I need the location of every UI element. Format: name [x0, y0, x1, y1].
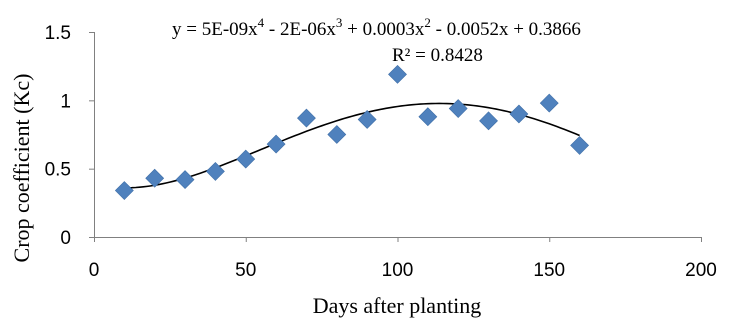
x-axis-title: Days after planting — [313, 293, 482, 318]
data-point — [145, 168, 165, 188]
data-point — [448, 99, 468, 118]
x-tick-label: 100 — [382, 260, 414, 281]
data-point — [357, 110, 377, 129]
data-point — [266, 134, 286, 154]
tick-labels: 0 50 100 150 200 0 0.5 1 1.5 — [45, 23, 717, 281]
data-point — [175, 170, 195, 190]
data-point — [418, 107, 438, 127]
data-point — [570, 136, 590, 155]
r-squared-label: R² = 0.8428 — [392, 45, 483, 66]
y-tick-label: 1 — [60, 91, 71, 112]
data-point — [236, 149, 256, 169]
y-tick-label: 0 — [60, 228, 71, 249]
trendline-equation: y = 5E-09x4 - 2E-06x3 + 0.0003x2 - 0.005… — [172, 15, 581, 40]
y-axis-title: Crop coefficient (Kc) — [9, 74, 34, 263]
data-point — [388, 64, 407, 84]
y-tick-label: 0.5 — [45, 160, 71, 181]
data-point — [297, 108, 316, 128]
data-point — [479, 111, 498, 131]
data-point — [205, 161, 225, 181]
data-point — [509, 104, 529, 124]
data-point — [114, 181, 134, 200]
x-tick-label: 200 — [685, 260, 717, 281]
data-points — [114, 64, 590, 200]
data-point — [327, 125, 347, 144]
x-tick-label: 50 — [235, 260, 256, 281]
y-tick-label: 1.5 — [45, 23, 71, 44]
x-tick-label: 150 — [533, 260, 565, 281]
x-tick-label: 0 — [89, 260, 100, 281]
data-point — [539, 93, 559, 113]
trendline — [124, 102, 580, 189]
